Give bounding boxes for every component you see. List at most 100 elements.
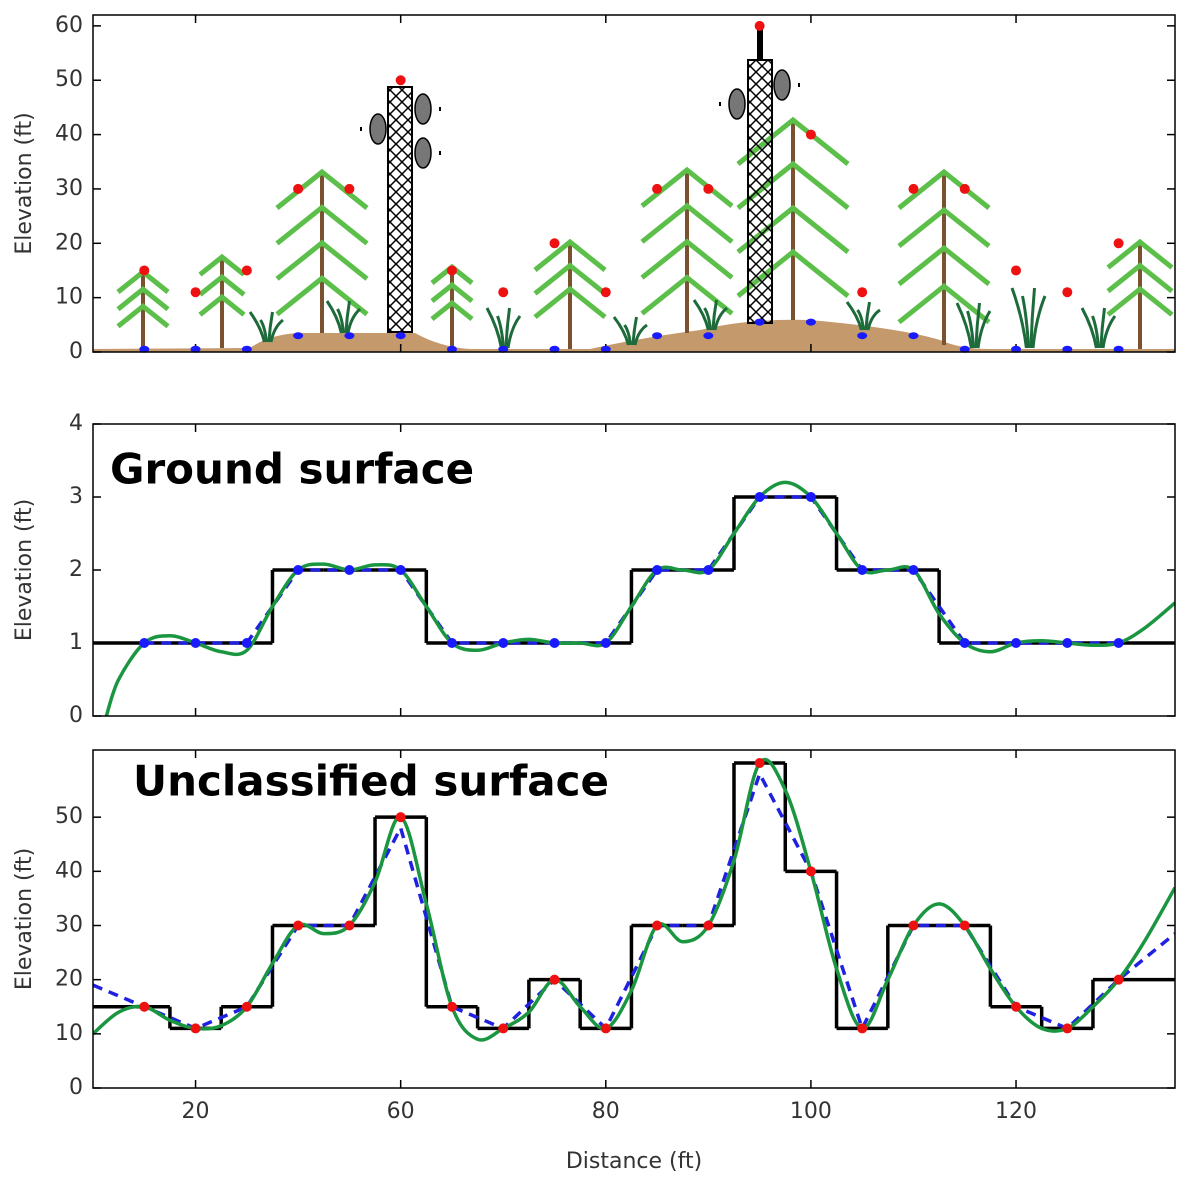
grass [496, 315, 505, 349]
grass [845, 301, 863, 331]
data-point [1062, 345, 1073, 353]
data-point [1113, 974, 1124, 985]
tree-branch [897, 244, 991, 287]
insulator [414, 93, 432, 125]
y-tick-label: 60 [55, 13, 83, 38]
tree-branch [275, 204, 369, 246]
x-tick-label: 60 [387, 1099, 415, 1124]
data-point [1113, 238, 1124, 249]
grass [269, 318, 284, 343]
annotation: Ground surface [110, 445, 474, 494]
y-tick-label: 20 [55, 230, 83, 255]
data-point [857, 565, 868, 575]
y-tick-label: 0 [69, 1075, 83, 1100]
data-point [754, 318, 765, 326]
grass [485, 307, 503, 349]
tree-branch [198, 293, 246, 317]
data-point [805, 866, 816, 877]
tower [747, 59, 773, 324]
plot-frame [92, 14, 1176, 353]
data-point [446, 638, 457, 648]
data-point [344, 183, 355, 194]
data-point [395, 812, 406, 823]
insulator [369, 113, 387, 145]
grass [1021, 295, 1030, 349]
data-point [498, 1023, 509, 1034]
data-point [908, 332, 919, 340]
x-axis-label: Distance (ft) [566, 1149, 702, 1174]
dashed-line [93, 769, 1175, 1034]
x-tick-label: 20 [182, 1099, 210, 1124]
y-tick-label: 2 [69, 557, 83, 582]
y-axis-label: Elevation (ft) [12, 499, 37, 641]
grass [692, 299, 710, 331]
y-tick-label: 30 [55, 176, 83, 201]
plot-area [93, 757, 1175, 1042]
grass [1080, 307, 1098, 349]
tree-branch [1106, 238, 1174, 270]
grass [713, 306, 728, 331]
smooth-line [93, 757, 1175, 1042]
y-axis-label: Elevation (ft) [12, 112, 37, 254]
data-point [549, 638, 560, 648]
data-point [703, 565, 714, 575]
data-point [139, 265, 150, 276]
y-tick-label: 1 [69, 630, 83, 655]
y-tick-label: 10 [55, 1021, 83, 1046]
data-point [959, 345, 970, 353]
data-point [344, 565, 355, 575]
y-tick-label: 3 [69, 484, 83, 509]
data-point [395, 565, 406, 575]
grass [864, 301, 871, 331]
data-point [652, 183, 663, 194]
y-tick-label: 40 [55, 858, 83, 883]
data-point [498, 638, 509, 648]
data-point [754, 492, 765, 502]
data-point [703, 920, 714, 931]
data-point [498, 345, 509, 353]
tree-branch [1106, 285, 1174, 317]
data-point [344, 920, 355, 931]
data-point [754, 20, 765, 31]
tree-branch [640, 202, 734, 244]
grass [346, 307, 362, 334]
data-point [139, 345, 150, 353]
grass [325, 300, 343, 334]
grass [344, 300, 351, 334]
data-point [1011, 1001, 1022, 1012]
grass [623, 324, 632, 346]
grass [966, 310, 975, 349]
data-point [600, 1023, 611, 1034]
grass [703, 307, 712, 331]
tree-branch [1106, 262, 1174, 294]
tree-branch [430, 299, 474, 322]
grass [506, 315, 522, 349]
plot-area [93, 480, 1175, 716]
tree-branch [430, 281, 474, 303]
insulator [773, 69, 791, 101]
data-point [857, 1023, 868, 1034]
data-point [1062, 287, 1073, 298]
grass [259, 319, 268, 343]
data-point [241, 1001, 252, 1012]
data-point [190, 638, 201, 648]
tree-branch [897, 206, 991, 249]
data-point [805, 492, 816, 502]
tree-branch [533, 285, 607, 320]
data-point [446, 345, 457, 353]
data-point [241, 265, 252, 276]
tree-branch [640, 238, 734, 280]
tree-branch [275, 239, 369, 281]
tree-branch [640, 166, 734, 208]
y-tick-label: 4 [69, 411, 83, 436]
grass [612, 316, 630, 346]
data-point [1113, 638, 1124, 648]
data-point [241, 638, 252, 648]
insulator [728, 88, 746, 120]
data-point [908, 565, 919, 575]
tree-branch [198, 273, 246, 297]
data-point [908, 920, 919, 931]
tree-branch [198, 253, 246, 277]
grass [866, 308, 881, 331]
data-point [293, 565, 304, 575]
